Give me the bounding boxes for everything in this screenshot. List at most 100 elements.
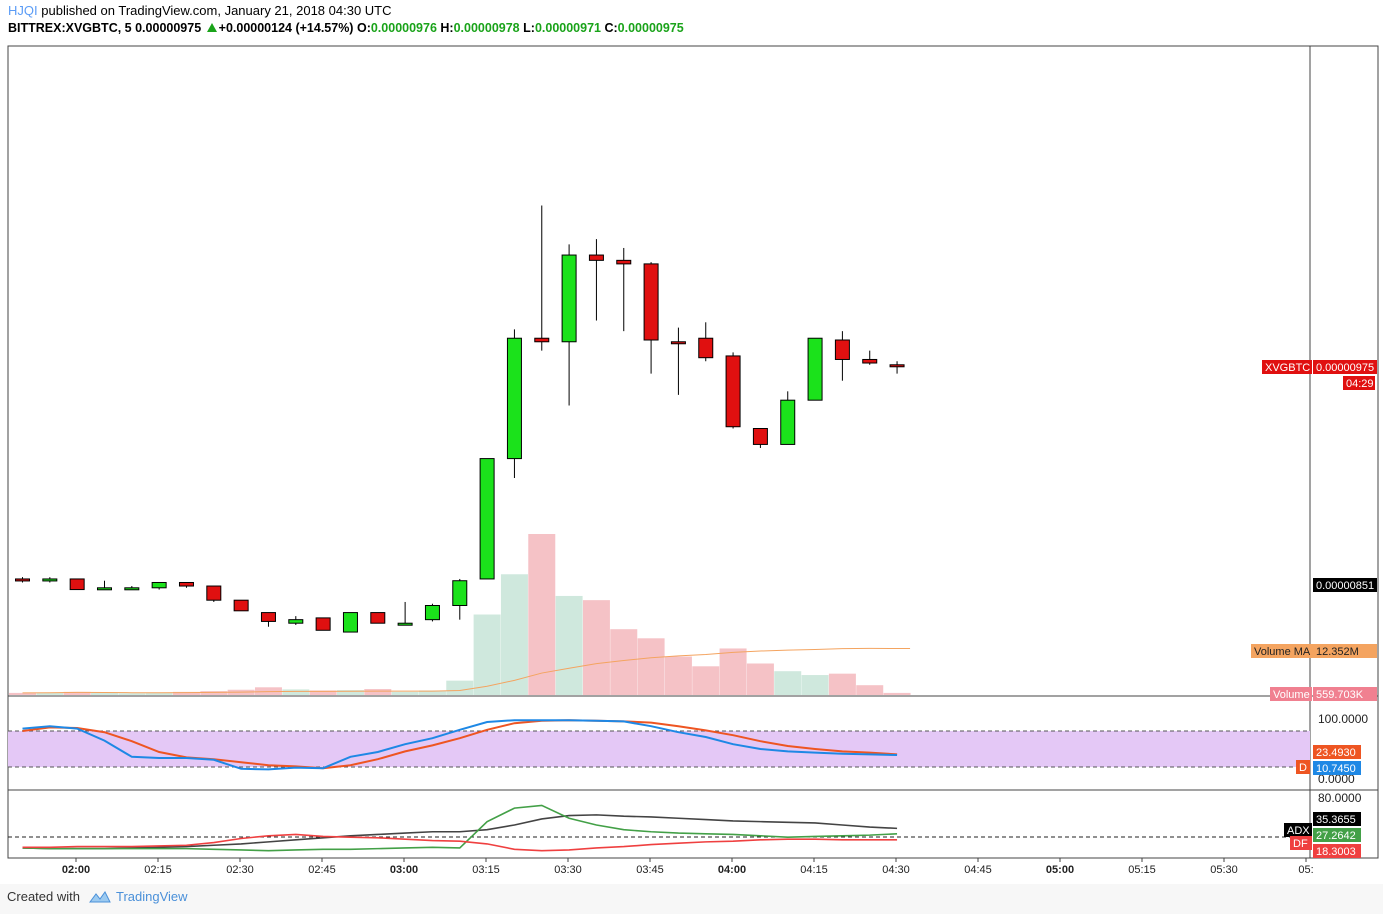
time-axis: 02:00 02:15 02:30 02:45 03:00 03:15 03:30 03:45… bbox=[62, 858, 1314, 876]
close-value: 0.00000975 bbox=[617, 21, 684, 35]
volume-ma-tag: Volume MA bbox=[1254, 646, 1311, 658]
volume-bar bbox=[282, 689, 310, 695]
candle-body bbox=[315, 617, 331, 631]
volume-ma-value-tag-bg bbox=[1313, 644, 1377, 658]
countdown-tag: 04:29 bbox=[1346, 378, 1374, 390]
candle-body bbox=[151, 581, 167, 589]
time-tick-label: 02:30 bbox=[226, 864, 254, 876]
volume-bar bbox=[610, 629, 638, 695]
candlesticks bbox=[15, 205, 905, 633]
stoch-d-tag-bg bbox=[1313, 745, 1361, 759]
stoch-d-line bbox=[22, 719, 898, 770]
candle-body bbox=[561, 254, 577, 343]
chart-canvas[interactable]: 0.00000800.00000820.00000840.00000860.00… bbox=[0, 0, 1383, 884]
candle-body bbox=[69, 578, 85, 591]
candle-body bbox=[834, 339, 850, 360]
price-change: +0.00000124 (+14.57%) bbox=[218, 21, 354, 35]
tradingview-link[interactable]: TradingView bbox=[88, 889, 188, 904]
volume-bar bbox=[9, 692, 36, 695]
volume-bar bbox=[200, 691, 228, 695]
volume-bar bbox=[883, 692, 911, 695]
volume-bar bbox=[856, 685, 884, 695]
candle-body bbox=[260, 612, 276, 622]
candle-body bbox=[96, 587, 112, 591]
candle-body bbox=[424, 605, 440, 621]
candle-body bbox=[206, 585, 222, 601]
candle-body bbox=[752, 428, 768, 445]
symbol-label[interactable]: BITTREX:XVGBTC, 5 bbox=[8, 21, 132, 35]
support-price-tag: 0.00000851 bbox=[1316, 580, 1374, 592]
di-minus-line bbox=[22, 833, 898, 852]
volume-bar bbox=[63, 691, 91, 695]
time-tick-label: 03:15 bbox=[472, 864, 500, 876]
time-tick-label: 05:30 bbox=[1210, 864, 1238, 876]
symbol-label-tag: XVGBTC bbox=[1265, 362, 1310, 374]
candle-body bbox=[42, 578, 58, 582]
di-minus-tag: 18.3003 bbox=[1316, 846, 1356, 858]
tradingview-logo-icon bbox=[89, 891, 111, 903]
stoch-d-tag: 23.4930 bbox=[1316, 747, 1356, 759]
low-label: L: bbox=[523, 21, 535, 35]
volume-bar bbox=[555, 595, 583, 695]
candle-body bbox=[780, 399, 796, 445]
candle-body bbox=[479, 458, 495, 580]
candle-body bbox=[342, 612, 358, 633]
candle-body bbox=[862, 358, 878, 364]
volume-bar bbox=[391, 691, 419, 695]
last-price-tag: 0.00000975 bbox=[1316, 362, 1374, 374]
candle-body bbox=[506, 337, 522, 460]
countdown-tag-bg bbox=[1343, 376, 1375, 390]
volume-bar bbox=[336, 690, 364, 695]
adx-value-tag-bg bbox=[1313, 812, 1361, 826]
close-label: C: bbox=[604, 21, 618, 35]
time-tick-label: 02:45 bbox=[308, 864, 336, 876]
candle-body bbox=[807, 337, 823, 401]
volume-bar bbox=[446, 680, 474, 695]
candle-body bbox=[616, 259, 632, 265]
time-tick-label: 04:45 bbox=[964, 864, 992, 876]
candle-body bbox=[698, 337, 714, 359]
ohlc-legend: BITTREX:XVGBTC, 5 0.00000975 +0.00000124… bbox=[8, 21, 684, 35]
support-price-tag-bg bbox=[1313, 578, 1377, 592]
volume-bar bbox=[637, 638, 665, 695]
volume-bar bbox=[801, 675, 829, 695]
adx-line bbox=[22, 814, 898, 850]
candle-body bbox=[452, 580, 468, 606]
time-tick-label: 03:45 bbox=[636, 864, 664, 876]
time-tick-label: 04:00 bbox=[718, 864, 746, 876]
open-label: O: bbox=[356, 21, 371, 35]
volume-bar bbox=[418, 690, 446, 695]
chart-border bbox=[7, 45, 1379, 859]
volume-ma-tag-bg bbox=[1251, 644, 1313, 658]
created-with-text: Created with bbox=[7, 889, 80, 904]
stoch-k-tag-bg bbox=[1313, 761, 1361, 775]
time-tick-label: 03:30 bbox=[554, 864, 582, 876]
volume-bar bbox=[774, 671, 802, 695]
high-value: 0.00000978 bbox=[453, 21, 520, 35]
axis-value-labels: XVGBTC 0.00000975 04:29 0.00000851 Volume MA… bbox=[1251, 360, 1377, 858]
candle-body bbox=[178, 581, 194, 587]
di-minus-tag-bg bbox=[1313, 844, 1361, 858]
candle-body bbox=[534, 337, 550, 343]
volume-bar bbox=[582, 600, 610, 695]
stoch-k-line bbox=[22, 719, 898, 771]
tradingview-brand-text: TradingView bbox=[116, 889, 188, 904]
time-tick-label: 05:00 bbox=[1046, 864, 1074, 876]
stochastic-pane bbox=[8, 719, 1310, 771]
volume-bar bbox=[664, 656, 692, 695]
stoch-band bbox=[8, 731, 1310, 767]
volume-bar bbox=[692, 666, 720, 695]
candle-body bbox=[643, 263, 659, 341]
time-tick-label: 05:15 bbox=[1128, 864, 1156, 876]
adx-label-tag: ADX bbox=[1287, 825, 1310, 837]
candle-body bbox=[588, 254, 604, 261]
volume-bar bbox=[118, 693, 146, 695]
author-link[interactable]: HJQI bbox=[8, 3, 38, 18]
adx-label-tag-bg bbox=[1284, 823, 1312, 837]
candle-body bbox=[397, 622, 413, 626]
time-tick-label: 05: bbox=[1298, 864, 1313, 876]
volume-ma-value-tag: 12.352M bbox=[1316, 646, 1359, 658]
candle-body bbox=[889, 364, 905, 368]
candle-body bbox=[124, 587, 140, 591]
volume-bar bbox=[364, 689, 392, 695]
